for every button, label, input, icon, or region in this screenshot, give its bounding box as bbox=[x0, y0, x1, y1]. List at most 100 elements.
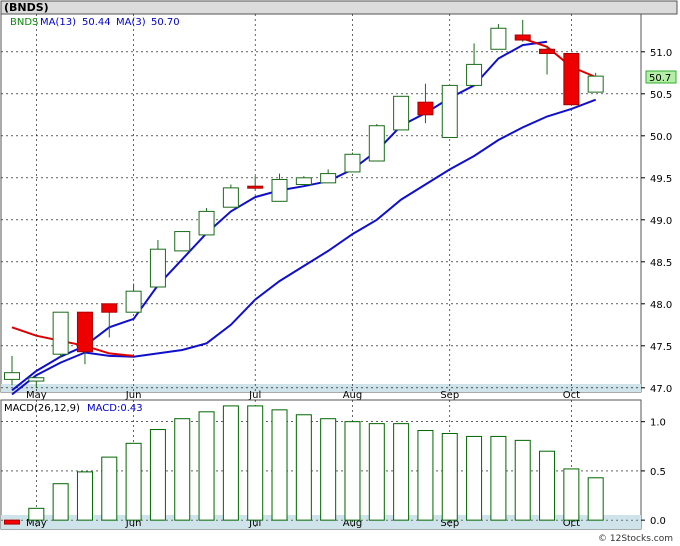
macd-legend: MACD(26,12,9) MACD:0.43 bbox=[4, 403, 143, 414]
macd-bar bbox=[295, 414, 312, 521]
price-y-label: 47.5 bbox=[650, 342, 672, 353]
candle-body bbox=[222, 187, 239, 208]
price-y-label: 49.5 bbox=[650, 174, 672, 185]
candle-body bbox=[198, 210, 215, 236]
price-x-label: Oct bbox=[563, 390, 580, 401]
last-price-box bbox=[645, 70, 677, 84]
macd-bar bbox=[441, 432, 458, 521]
price-x-axis: May Jun Jul Aug Sep Oct bbox=[26, 390, 580, 401]
candle-body bbox=[490, 27, 507, 50]
candle-body bbox=[247, 185, 264, 189]
candle-body bbox=[125, 290, 142, 313]
price-x-label: May bbox=[26, 390, 47, 401]
candle-body bbox=[76, 311, 93, 353]
macd-bar bbox=[587, 477, 604, 521]
candle-body bbox=[587, 75, 604, 93]
candle-body bbox=[101, 303, 118, 313]
macd-x-label: Jun bbox=[125, 518, 142, 529]
macd-x-label: Aug bbox=[343, 518, 363, 529]
candle-body bbox=[149, 248, 166, 288]
macd-y-label: 0.5 bbox=[650, 467, 666, 478]
price-legend: BNDS MA(13) 50.44 MA(3) 50.70 bbox=[10, 17, 180, 28]
price-x-label: Jun bbox=[125, 390, 142, 401]
ma3-path-late bbox=[522, 37, 597, 78]
last-price-text: 50.7 bbox=[649, 73, 671, 84]
macd-bar bbox=[490, 435, 507, 521]
candle-body bbox=[28, 377, 45, 382]
price-y-label: 48.0 bbox=[650, 300, 672, 311]
candles bbox=[4, 19, 604, 388]
macd-bar bbox=[76, 471, 93, 521]
ma3-path-early bbox=[11, 326, 134, 357]
last-price-tag: 50.7 bbox=[645, 70, 677, 84]
candle-body bbox=[539, 48, 556, 54]
candle-body bbox=[393, 95, 410, 131]
macd-bar bbox=[247, 405, 264, 521]
macd-x-label: Jul bbox=[248, 518, 261, 529]
ma3-line bbox=[11, 37, 597, 357]
candle-body bbox=[368, 125, 385, 162]
macd-bar bbox=[320, 418, 337, 521]
macd-y-label: 0.0 bbox=[650, 516, 666, 527]
candle-body bbox=[320, 173, 337, 184]
candle-body bbox=[563, 52, 580, 106]
price-x-label: Aug bbox=[343, 390, 363, 401]
macd-bar bbox=[368, 423, 385, 521]
legend-ma13-label: MA(13) bbox=[40, 17, 76, 28]
macd-bar bbox=[393, 423, 410, 521]
price-x-label: Jul bbox=[248, 390, 261, 401]
macd-bar bbox=[417, 430, 434, 521]
macd-bar bbox=[563, 468, 580, 521]
price-panel bbox=[0, 13, 642, 393]
macd-bar bbox=[514, 439, 531, 521]
price-y-label: 49.0 bbox=[650, 216, 672, 227]
ma13-line bbox=[11, 98, 597, 396]
macd-legend-title: MACD(26,12,9) bbox=[4, 403, 80, 414]
macd-bar bbox=[101, 456, 118, 521]
macd-bar bbox=[52, 483, 69, 521]
price-panel-header bbox=[0, 0, 678, 15]
candle-body bbox=[417, 101, 434, 116]
macd-bar bbox=[125, 442, 142, 521]
price-y-label: 50.0 bbox=[650, 132, 672, 143]
macd-bar bbox=[174, 418, 191, 521]
macd-bars bbox=[4, 405, 604, 525]
candle-body bbox=[466, 63, 483, 86]
legend-ticker: BNDS bbox=[10, 17, 38, 28]
macd-x-label: Sep bbox=[440, 518, 459, 529]
legend-ma3-label: MA(3) bbox=[116, 17, 146, 28]
candle-body bbox=[514, 34, 531, 41]
price-y-label: 47.0 bbox=[650, 384, 672, 395]
legend-ma13-value: 50.44 bbox=[82, 17, 111, 28]
watermark: © 12Stocks.com bbox=[598, 534, 673, 544]
macd-bar bbox=[539, 450, 556, 521]
macd-bar bbox=[198, 411, 215, 521]
macd-x-label: Oct bbox=[563, 518, 580, 529]
macd-bar bbox=[28, 507, 45, 521]
macd-y-axis: 0.0 0.5 1.0 bbox=[641, 418, 666, 527]
macd-bar bbox=[4, 519, 20, 525]
macd-x-axis: May Jun Jul Aug Sep Oct bbox=[26, 518, 580, 529]
candle-body bbox=[52, 311, 69, 355]
candle-body bbox=[271, 178, 288, 202]
macd-legend-value: MACD:0.43 bbox=[87, 403, 143, 414]
price-y-label: 51.0 bbox=[650, 48, 672, 59]
legend-ma3-value: 50.70 bbox=[151, 17, 180, 28]
price-y-axis: 47.0 47.5 48.0 48.5 49.0 49.5 50.0 50.5 51.0 bbox=[641, 48, 672, 395]
candle-body bbox=[344, 153, 361, 173]
macd-x-label: May bbox=[26, 518, 47, 529]
chart-title: (BNDS) bbox=[4, 1, 49, 14]
macd-bar bbox=[271, 409, 288, 521]
macd-bar bbox=[344, 421, 361, 521]
macd-bar bbox=[149, 429, 166, 521]
ma-slow-path bbox=[11, 98, 597, 396]
price-y-label: 48.5 bbox=[650, 258, 672, 269]
macd-y-label: 1.0 bbox=[650, 418, 666, 429]
price-y-label: 50.5 bbox=[650, 90, 672, 101]
macd-bar bbox=[466, 435, 483, 521]
candle-body bbox=[295, 177, 312, 186]
candle-body bbox=[174, 231, 191, 252]
price-x-label: Sep bbox=[440, 390, 459, 401]
candle-body bbox=[441, 84, 458, 138]
